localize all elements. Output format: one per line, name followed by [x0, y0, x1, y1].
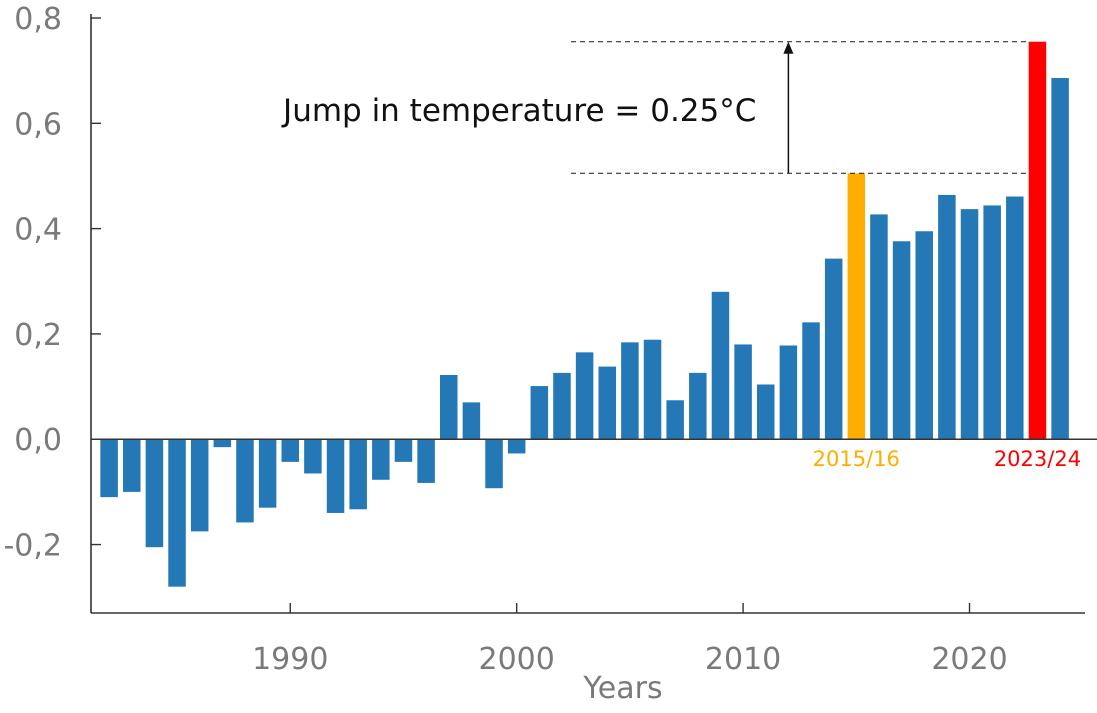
- bar-2003: [575, 352, 594, 440]
- bar-1993: [349, 439, 367, 510]
- bar-2013: [802, 322, 820, 440]
- y-tick-label: 0,2: [14, 318, 62, 353]
- y-tick-label: 0,6: [14, 107, 62, 142]
- bar-2010: [734, 344, 752, 440]
- bar-1994: [372, 439, 390, 480]
- highlight-label-2023-24: 2023/24: [994, 447, 1081, 471]
- bars-group: [100, 41, 1069, 587]
- bar-1999: [485, 439, 503, 489]
- bar-2023: [1028, 41, 1047, 440]
- y-tick-label: -0,2: [3, 529, 62, 564]
- bar-1988: [236, 439, 254, 523]
- bar-2017: [892, 241, 911, 440]
- bar-2012: [779, 345, 798, 440]
- bar-2000: [507, 439, 526, 454]
- bar-2009: [711, 291, 730, 440]
- bar-1996: [417, 439, 435, 483]
- bar-2004: [598, 366, 616, 440]
- axes-group: -0,2 0,0 0,2 0,4 0,6 0,8 1990 2000 2010 2020: [3, 2, 1097, 677]
- bar-2019: [938, 194, 956, 440]
- bar-1986: [190, 439, 209, 532]
- x-axis-label: Years: [582, 671, 662, 706]
- bar-2007: [666, 400, 684, 440]
- annotation-group: [571, 41, 1029, 174]
- bar-2005: [621, 342, 639, 440]
- bar-1998: [462, 402, 481, 440]
- bar-1989: [258, 439, 277, 508]
- bar-1984: [145, 439, 164, 548]
- y-tick-label: 0,0: [14, 423, 62, 458]
- bar-2002: [553, 372, 571, 440]
- highlight-label-2015-16: 2015/16: [813, 447, 900, 471]
- bar-1995: [394, 439, 413, 462]
- bar-1982: [100, 439, 118, 498]
- x-tick-label: 2010: [705, 642, 781, 677]
- bar-2021: [983, 205, 1001, 440]
- bar-1985: [168, 439, 186, 587]
- bar-2020: [960, 209, 979, 440]
- bar-1992: [326, 439, 345, 513]
- bar-2018: [915, 231, 933, 440]
- y-tick-label: 0,4: [14, 213, 62, 248]
- bar-2011: [756, 384, 775, 440]
- x-tick-label: 2000: [478, 642, 554, 677]
- bar-1997: [440, 375, 458, 440]
- x-tick-label: 1990: [252, 642, 328, 677]
- bar-2014: [824, 258, 843, 440]
- y-tick-label: 0,8: [14, 2, 62, 37]
- bar-1987: [213, 439, 232, 448]
- bar-2015: [847, 173, 866, 440]
- bar-2016: [870, 214, 888, 440]
- bar-1991: [304, 439, 322, 474]
- bar-2006: [643, 339, 662, 440]
- bar-2001: [530, 386, 549, 440]
- bar-2008: [689, 372, 707, 440]
- bar-1990: [281, 439, 299, 462]
- x-tick-label: 2020: [931, 642, 1007, 677]
- bar-2022: [1006, 196, 1024, 440]
- jump-arrow-head: [783, 41, 794, 54]
- jump-annotation-text: Jump in temperature = 0.25°C: [281, 93, 756, 129]
- bar-2024: [1051, 78, 1069, 440]
- bar-1983: [123, 439, 141, 492]
